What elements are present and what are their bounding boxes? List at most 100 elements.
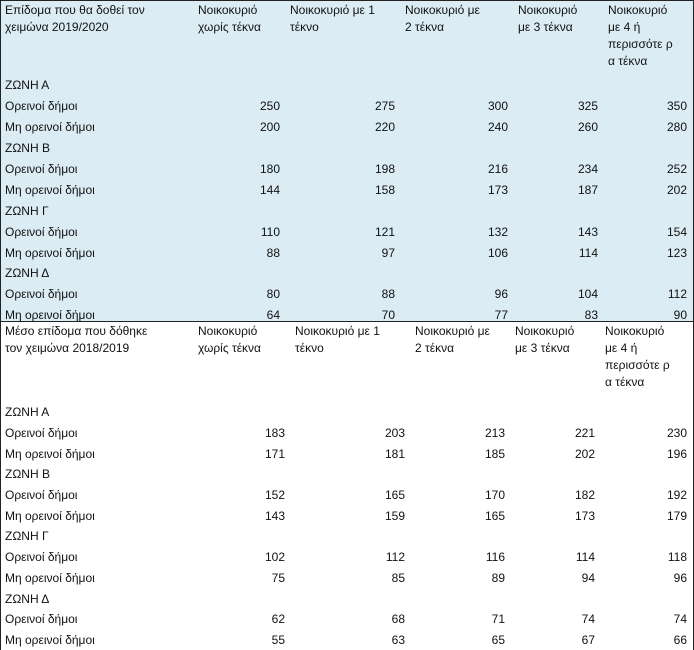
value-cell: 275 xyxy=(374,99,395,114)
table-header-row: Μέσο επίδομα που δόθηκε τον χειμώνα 2018… xyxy=(1,322,693,402)
value-cell: 83 xyxy=(584,308,598,323)
value-cell xyxy=(286,263,401,284)
value-cell xyxy=(514,75,604,96)
table-row: Μη ορεινοί δήμοι 88 97 106 114 123 xyxy=(1,242,693,263)
value-cell xyxy=(514,138,604,159)
value-cell: 221 xyxy=(574,426,595,441)
value-cell: 118 xyxy=(667,550,687,565)
allowance-table-2018-2019: Μέσο επίδομα που δόθηκε τον χειμώνα 2018… xyxy=(1,322,693,650)
table-row: Μη ορεινοί δήμοι 64 70 77 83 90 xyxy=(1,305,693,326)
header-one-child: Νοικοκυριό με 1 τέκνο xyxy=(295,324,380,355)
value-cell: 200 xyxy=(259,120,280,135)
value-cell: 185 xyxy=(484,446,505,461)
value-cell xyxy=(194,402,291,423)
table-row: Ορεινοί δήμοι 80 88 96 104 112 xyxy=(1,284,693,305)
value-cell xyxy=(411,402,511,423)
value-cell: 183 xyxy=(264,426,285,441)
value-cell: 96 xyxy=(494,287,508,302)
value-cell xyxy=(604,263,693,284)
value-cell: 97 xyxy=(381,245,395,260)
value-cell xyxy=(601,464,693,485)
row-label: Ορεινοί δήμοι xyxy=(5,99,78,114)
value-cell: 350 xyxy=(666,99,687,114)
header-label-cell: Επίδομα που θα δοθεί τον χειμώνα 2019/20… xyxy=(5,3,145,34)
value-cell: 240 xyxy=(487,120,508,135)
value-cell xyxy=(511,402,601,423)
value-cell: 80 xyxy=(266,287,280,302)
value-cell: 71 xyxy=(491,612,505,627)
header-no-children: Νοικοκυριό χωρίς τέκνα xyxy=(198,324,261,355)
value-cell: 112 xyxy=(385,550,405,565)
value-cell: 77 xyxy=(494,308,508,323)
row-label: Μη ορεινοί δήμοι xyxy=(5,120,95,135)
table-row: Μη ορεινοί δήμοι 55 63 65 67 66 xyxy=(1,630,693,650)
value-cell: 179 xyxy=(666,508,687,523)
zone-heading-row: ΖΩΝΗ Δ xyxy=(1,263,693,284)
value-cell: 220 xyxy=(374,120,395,135)
allowance-table-2019-2020: Επίδομα που θα δοθεί τον χειμώνα 2019/20… xyxy=(1,1,693,326)
value-cell xyxy=(194,75,286,96)
value-cell: 102 xyxy=(264,550,285,565)
table-divider xyxy=(1,321,693,322)
value-cell xyxy=(511,526,601,547)
value-cell xyxy=(286,200,401,221)
value-cell: 159 xyxy=(384,508,405,523)
value-cell: 192 xyxy=(666,488,687,503)
value-cell: 234 xyxy=(577,162,598,176)
value-cell: 170 xyxy=(484,488,505,503)
value-cell: 66 xyxy=(673,632,687,647)
value-cell: 114 xyxy=(578,245,598,260)
row-label: Ορεινοί δήμοι xyxy=(5,287,78,302)
row-label: Ορεινοί δήμοι xyxy=(5,426,78,441)
value-cell: 260 xyxy=(577,120,598,135)
value-cell: 96 xyxy=(673,570,687,585)
zone-heading-row: ΖΩΝΗ Δ xyxy=(1,588,693,609)
value-cell xyxy=(411,588,511,609)
value-cell: 74 xyxy=(673,612,687,627)
value-cell xyxy=(291,402,411,423)
zone-heading-row: ΖΩΝΗ Γ xyxy=(1,200,693,221)
value-cell xyxy=(194,263,286,284)
value-cell xyxy=(604,138,693,159)
value-cell: 252 xyxy=(666,162,687,176)
value-cell: 202 xyxy=(574,446,595,461)
value-cell xyxy=(601,526,693,547)
value-cell: 280 xyxy=(666,120,687,135)
row-label: ΖΩΝΗ Β xyxy=(5,141,50,156)
value-cell: 116 xyxy=(485,550,505,565)
row-label: ΖΩΝΗ Β xyxy=(5,467,50,482)
value-cell xyxy=(604,200,693,221)
row-label: Ορεινοί δήμοι xyxy=(5,488,78,503)
value-cell: 70 xyxy=(381,308,395,323)
header-no-children: Νοικοκυριό χωρίς τέκνα xyxy=(198,3,261,34)
value-cell xyxy=(194,200,286,221)
header-two-children: Νοικοκυριό με 2 τέκνα xyxy=(415,324,490,355)
value-cell: 182 xyxy=(574,488,595,503)
table-row: Μη ορεινοί δήμοι 144 158 173 187 202 xyxy=(1,179,693,200)
row-label: ΖΩΝΗ Γ xyxy=(5,203,49,218)
value-cell: 196 xyxy=(666,446,687,461)
value-cell xyxy=(291,588,411,609)
value-cell: 63 xyxy=(391,632,405,647)
row-label: Μη ορεινοί δήμοι xyxy=(5,245,95,260)
value-cell xyxy=(401,75,514,96)
value-cell: 68 xyxy=(391,612,405,627)
value-cell: 171 xyxy=(264,446,285,461)
row-label: ΖΩΝΗ Δ xyxy=(5,266,50,281)
value-cell: 65 xyxy=(491,632,505,647)
value-cell xyxy=(401,138,514,159)
value-cell: 152 xyxy=(264,488,285,503)
table-header-row: Επίδομα που θα δοθεί τον χειμώνα 2019/20… xyxy=(1,1,693,75)
value-cell: 75 xyxy=(271,570,285,585)
value-cell: 67 xyxy=(581,632,595,647)
value-cell: 158 xyxy=(374,182,395,197)
value-cell: 143 xyxy=(577,224,598,239)
value-cell: 90 xyxy=(673,308,687,323)
table-row: Μη ορεινοί δήμοι 171 181 185 202 196 xyxy=(1,443,693,464)
row-label: Μη ορεινοί δήμοι xyxy=(5,570,95,585)
value-cell: 203 xyxy=(384,426,405,441)
value-cell xyxy=(601,402,693,423)
table-row: Ορεινοί δήμοι 110 121 132 143 154 xyxy=(1,221,693,242)
value-cell: 250 xyxy=(259,99,280,114)
value-cell xyxy=(291,526,411,547)
